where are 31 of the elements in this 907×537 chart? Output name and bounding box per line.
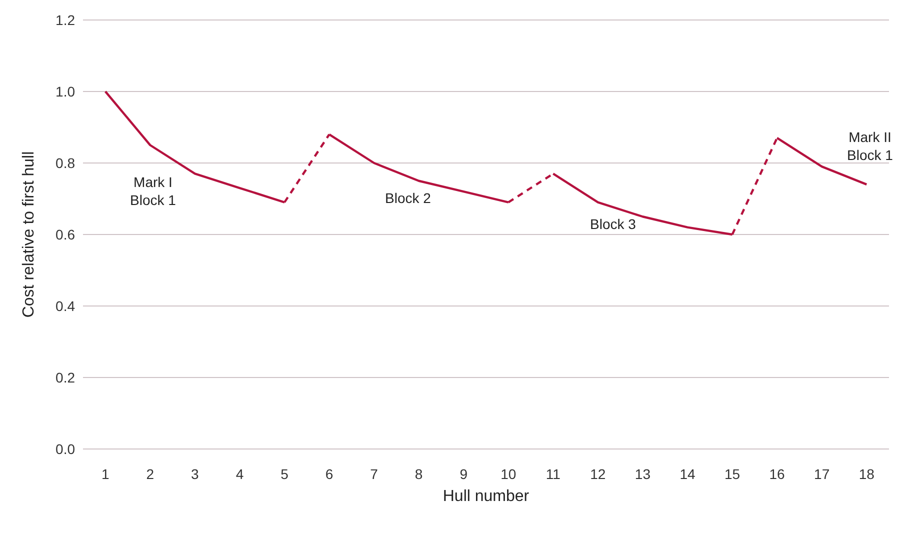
- x-tick-label: 17: [814, 466, 830, 482]
- y-tick-label: 0.6: [56, 226, 76, 242]
- x-tick-label: 15: [724, 466, 740, 482]
- x-tick-label: 5: [280, 466, 289, 482]
- x-axis-title: Hull number: [442, 488, 530, 505]
- annotation: Block 3: [590, 216, 636, 232]
- x-tick-label: 2: [146, 466, 154, 482]
- x-tick-label: 9: [460, 466, 468, 482]
- y-tick-label: 0.2: [56, 369, 76, 386]
- y-tick-label: 0.0: [56, 440, 76, 457]
- annotation: Block 2: [385, 190, 432, 206]
- y-tick-label: 0.8: [56, 154, 76, 171]
- x-tick-label: 11: [546, 466, 561, 482]
- x-tick-label: 14: [680, 466, 696, 482]
- x-tick-label: 8: [414, 466, 423, 482]
- x-tick-label: 7: [370, 466, 378, 482]
- x-tick-label: 1: [101, 466, 110, 482]
- x-tick-label: 16: [769, 466, 786, 482]
- annotation: Mark II Block 1: [847, 128, 894, 163]
- y-tick-label: 1.2: [56, 12, 76, 28]
- x-tick-label: 6: [325, 466, 334, 482]
- y-axis-title: Cost relative to first hull: [20, 151, 38, 318]
- x-tick-label: 4: [236, 466, 244, 482]
- x-tick-label: 18: [858, 466, 875, 482]
- y-tick-label: 1.0: [56, 83, 76, 100]
- x-tick-label: 10: [500, 466, 516, 482]
- x-tick-label: 12: [590, 466, 606, 482]
- x-tick-label: 3: [191, 466, 200, 482]
- x-tick-label: 13: [634, 466, 651, 482]
- y-tick-label: 0.4: [56, 298, 76, 314]
- annotation: Mark I Block 1: [130, 174, 176, 208]
